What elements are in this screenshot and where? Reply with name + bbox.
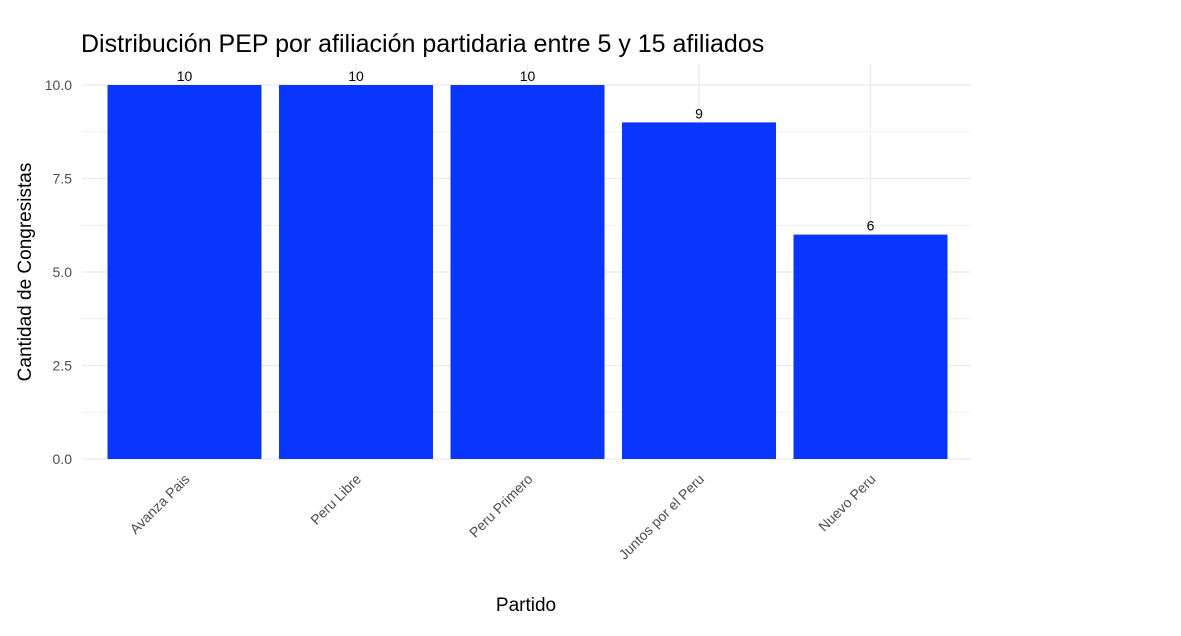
bar-value-label: 9: [695, 105, 703, 121]
y-tick-label: 7.5: [53, 171, 73, 187]
y-tick-label: 10.0: [45, 77, 72, 93]
chart-title: Distribución PEP por afiliación partidar…: [81, 30, 764, 58]
y-axis-ticks: 0.0 2.5 5.0 7.5 10.0: [45, 77, 72, 467]
bar-value-label: 6: [867, 218, 875, 234]
bar: [622, 122, 776, 460]
bar-value-label: 10: [520, 68, 536, 84]
x-tick-label: Peru Primero: [466, 471, 536, 541]
bar: [279, 85, 433, 459]
x-axis-ticks: Avanza Pais Peru Libre Peru Primero Juntos …: [126, 471, 878, 563]
bar: [107, 85, 262, 459]
y-tick-label: 0.0: [53, 451, 73, 467]
bar-value-label: 10: [348, 68, 364, 84]
bar: [450, 85, 605, 459]
bar: [793, 234, 948, 459]
x-axis-title: Partido: [496, 595, 556, 616]
y-tick-label: 5.0: [53, 264, 73, 280]
y-tick-label: 2.5: [53, 358, 73, 374]
x-tick-label: Avanza Pais: [126, 471, 192, 537]
x-tick-label: Nuevo Peru: [815, 471, 879, 535]
y-axis-title: Cantidad de Congresistas: [15, 163, 36, 382]
bar-value-labels: 10 10 10 9 6: [177, 68, 875, 234]
bar-value-label: 10: [177, 68, 193, 84]
bars: [107, 85, 948, 460]
x-tick-label: Peru Libre: [307, 471, 364, 528]
x-tick-label: Juntos por el Peru: [615, 471, 707, 563]
